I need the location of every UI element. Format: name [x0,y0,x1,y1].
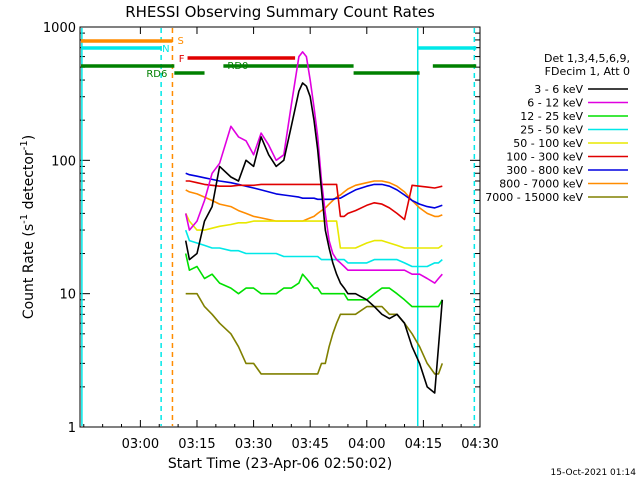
flag-label: F [179,54,185,65]
y-axis-ticks: 1 10 100 1000 [43,21,480,436]
series-line [184,229,443,268]
series-line [184,51,443,284]
legend-header: FDecim 1, Att 0 [545,65,630,78]
legend-label: 12 - 25 keV [520,110,583,123]
series-line [184,82,444,394]
y-tick-label: 10 [59,288,76,303]
chart-title: RHESSI Observing Summary Count Rates [125,3,435,21]
x-tick-label: 04:15 [405,437,442,452]
x-tick-label: 03:45 [291,437,328,452]
x-axis-ticks: 03:00 03:15 03:30 03:45 04:00 04:15 04:30 [83,27,499,452]
flag-label: RD6 [146,69,167,80]
legend-header: Det 1,3,4,5,6,9, [544,52,630,65]
y-tick-label: 1 [68,421,76,436]
flag-bars: SNF RD0 RD6 [81,36,477,80]
series-line [184,213,443,249]
time-marker-lines [81,28,476,426]
series-line [185,180,443,221]
legend-label: 25 - 50 keV [520,124,583,137]
x-tick-label: 03:00 [122,437,159,452]
legend-label: 800 - 7000 keV [499,178,583,191]
y-axis-label-end: ) [21,135,37,140]
y-tick-label: 1000 [43,21,76,36]
footer-date: 15-Oct-2021 01:14 [551,468,637,478]
legend-label: 3 - 6 keV [534,83,583,96]
x-tick-label: 04:30 [461,437,498,452]
y-axis-label: Count Rate (s-1 detector-1) [19,135,37,319]
legend-label: 100 - 300 keV [506,151,583,164]
flag-label: RD0 [227,61,248,72]
series-line [185,292,444,375]
y-axis-label-sup2: -1 [19,140,30,150]
legend-label: 300 - 800 keV [506,164,583,177]
legend: Det 1,3,4,5,6,9,FDecim 1, Att 0 3 - 6 keV… [485,52,630,204]
series-line [185,180,443,222]
flag-label: S [177,36,183,47]
legend-label: 50 - 100 keV [513,137,583,150]
flag-label: N [162,44,169,55]
y-tick-label: 100 [51,154,76,169]
plot-frame [79,26,481,428]
y-axis-label-mid: detector [21,150,37,214]
x-tick-label: 04:00 [348,437,385,452]
y-axis-label-sup1: -1 [19,214,30,224]
x-tick-label: 03:15 [178,437,215,452]
x-tick-label: 03:30 [235,437,272,452]
series-line [184,253,443,308]
legend-label: 6 - 12 keV [527,97,583,110]
x-axis-label: Start Time (23-Apr-06 02:50:02) [168,456,392,472]
series-lines [184,51,444,394]
y-axis-label-main: Count Rate (s [21,224,37,319]
series-line [185,172,443,209]
legend-label: 7000 - 15000 keV [485,191,583,204]
